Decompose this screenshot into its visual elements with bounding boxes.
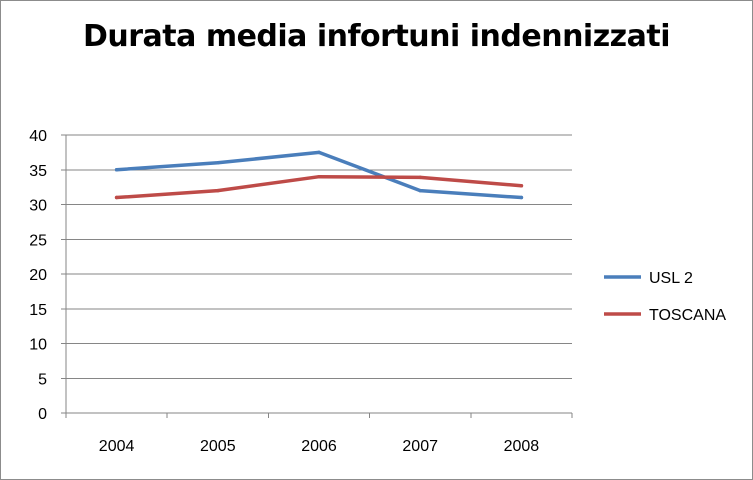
x-tick-label: 2007: [402, 438, 438, 455]
y-tick-label: 15: [29, 302, 47, 319]
data-point: [418, 175, 422, 180]
y-tick-label: 20: [29, 267, 47, 284]
x-tick-label: 2008: [504, 438, 540, 455]
y-tick-label: 30: [29, 198, 47, 215]
y-tick-label: 10: [29, 337, 47, 354]
x-tick-label: 2006: [301, 438, 337, 455]
data-point: [519, 183, 524, 188]
y-tick-label: 40: [29, 128, 47, 145]
data-point: [114, 195, 119, 200]
data-point: [216, 161, 220, 165]
x-tick-label: 2005: [200, 438, 236, 455]
y-tick-label: 0: [38, 406, 47, 423]
data-point: [317, 150, 321, 155]
y-tick-label: 35: [29, 163, 47, 180]
data-point: [216, 188, 220, 193]
y-tick-label: 25: [29, 232, 47, 249]
data-point: [114, 168, 119, 172]
legend-label: USL 2: [649, 270, 693, 287]
chart-title: Durata media infortuni indennizzati: [82, 19, 671, 54]
legend-label: TOSCANA: [649, 307, 726, 324]
data-point: [418, 188, 422, 193]
x-tick-label: 2004: [99, 438, 135, 455]
data-point: [519, 195, 524, 200]
data-point: [317, 174, 321, 179]
y-tick-label: 5: [38, 371, 47, 388]
